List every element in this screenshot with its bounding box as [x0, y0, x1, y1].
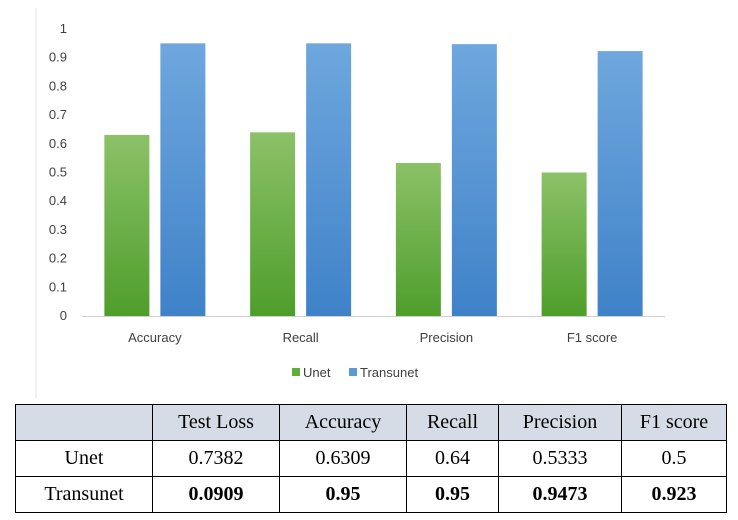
y-tick-label: 0 [60, 308, 67, 323]
y-tick-label: 0.3 [49, 222, 67, 237]
bar-transunet [306, 43, 352, 316]
y-tick-label: 1 [60, 21, 67, 36]
results-table: Test Loss Accuracy Recall Precision F1 s… [15, 404, 727, 513]
chart-svg: 0 0.1 0.2 0.3 0.4 0.5 0.6 0.7 0.8 0.9 1 Accuracy Re… [35, 8, 665, 398]
y-tick-label: 0.6 [49, 136, 67, 151]
table-header-cell: F1 score [621, 404, 727, 441]
y-tick-label: 0.4 [49, 193, 67, 208]
x-category-label: Precision [420, 330, 473, 345]
table-cell: 0.7382 [152, 440, 280, 477]
legend-swatch [349, 368, 357, 376]
x-category-label: F1 score [567, 330, 618, 345]
table-row-name: Transunet [15, 476, 153, 513]
table-header-row: Test Loss Accuracy Recall Precision F1 s… [15, 404, 727, 441]
bar-unet [541, 172, 587, 316]
legend-label: Transunet [360, 365, 418, 380]
table-cell: 0.5333 [498, 440, 622, 477]
table-row-name: Unet [15, 440, 153, 477]
table-cell: 0.0909 [152, 476, 280, 513]
table-cell: 0.95 [279, 476, 407, 513]
table-header-cell: Recall [406, 404, 499, 441]
legend-label: Unet [303, 365, 331, 380]
bar-chart: 0 0.1 0.2 0.3 0.4 0.5 0.6 0.7 0.8 0.9 1 Accuracy Re… [35, 8, 665, 398]
table-cell: 0.5 [621, 440, 727, 477]
table-cell: 0.6309 [279, 440, 407, 477]
table-header-cell: Accuracy [279, 404, 407, 441]
bar-unet [104, 134, 150, 316]
bar-transunet [451, 44, 497, 316]
table-cell: 0.923 [621, 476, 727, 513]
table-corner-cell [15, 404, 153, 441]
table-cell: 0.64 [406, 440, 499, 477]
legend-swatch [292, 368, 300, 376]
bar-transunet [160, 43, 206, 316]
x-category-label: Recall [283, 330, 319, 345]
bar-transunet [597, 51, 643, 316]
y-tick-label: 0.2 [49, 251, 67, 266]
y-tick-label: 0.9 [49, 50, 67, 65]
y-tick-label: 0.8 [49, 78, 67, 93]
table-cell: 0.95 [406, 476, 499, 513]
table-row: Transunet 0.0909 0.95 0.95 0.9473 0.923 [15, 476, 727, 513]
table-cell: 0.9473 [498, 476, 622, 513]
y-tick-label: 0.7 [49, 107, 67, 122]
table-header-cell: Precision [498, 404, 622, 441]
bar-unet [395, 162, 441, 316]
y-tick-label: 0.1 [49, 279, 67, 294]
x-category-label: Accuracy [128, 330, 182, 345]
table-header-cell: Test Loss [152, 404, 280, 441]
y-tick-label: 0.5 [49, 165, 67, 180]
bar-unet [250, 132, 296, 316]
table-row: Unet 0.7382 0.6309 0.64 0.5333 0.5 [15, 440, 727, 477]
